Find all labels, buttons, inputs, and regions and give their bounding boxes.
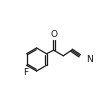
Text: N: N xyxy=(86,55,92,64)
Text: F: F xyxy=(23,68,28,77)
Text: O: O xyxy=(50,30,57,39)
